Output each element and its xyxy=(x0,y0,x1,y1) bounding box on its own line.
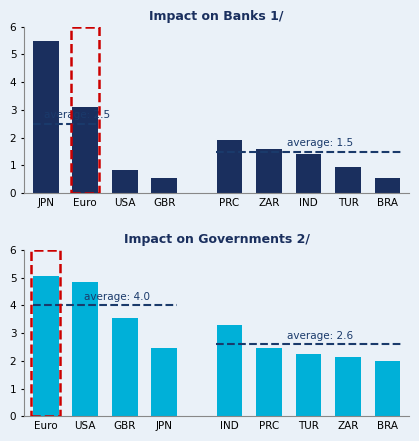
Bar xyxy=(31,250,60,416)
Bar xyxy=(71,26,99,193)
Bar xyxy=(112,318,137,416)
Title: Impact on Banks 1/: Impact on Banks 1/ xyxy=(150,10,284,23)
Bar xyxy=(375,178,401,193)
Text: average: 4.0: average: 4.0 xyxy=(84,292,150,302)
Bar xyxy=(256,348,282,416)
Bar xyxy=(72,107,98,193)
Bar xyxy=(33,41,59,193)
Bar xyxy=(33,277,59,416)
Bar xyxy=(217,325,242,416)
Title: Impact on Governments 2/: Impact on Governments 2/ xyxy=(124,233,310,246)
Bar xyxy=(112,169,137,193)
Bar xyxy=(72,282,98,416)
Bar xyxy=(256,149,282,193)
Bar xyxy=(335,357,361,416)
Text: average: 1.5: average: 1.5 xyxy=(287,138,354,148)
Bar xyxy=(151,348,177,416)
Bar xyxy=(296,354,321,416)
Bar xyxy=(375,361,401,416)
Text: average: 2.6: average: 2.6 xyxy=(287,331,354,341)
Bar xyxy=(296,154,321,193)
Text: average: 2.5: average: 2.5 xyxy=(44,110,110,120)
Bar xyxy=(217,140,242,193)
Bar xyxy=(335,167,361,193)
Bar xyxy=(151,178,177,193)
